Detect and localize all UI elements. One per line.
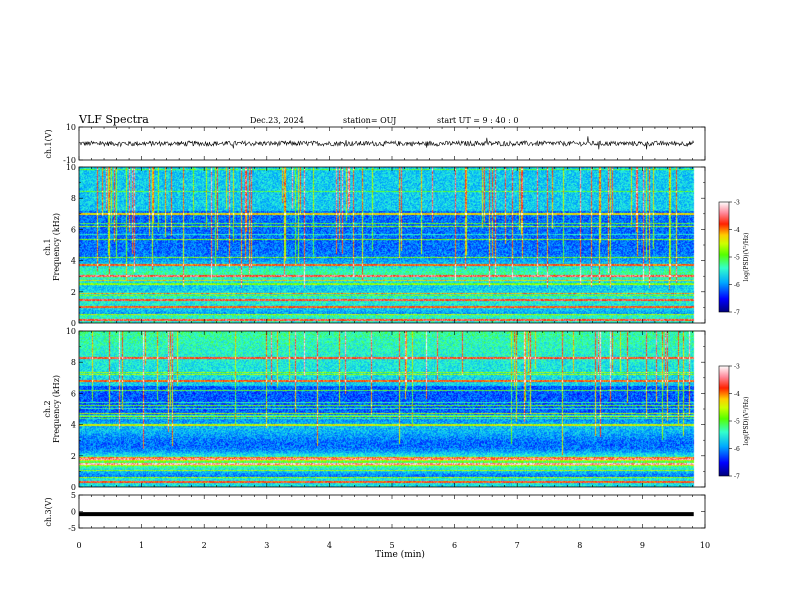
colorbar-tick-label: -5 [734, 255, 740, 262]
x-tick-label: 8 [577, 541, 582, 550]
y-tick-label: 6 [71, 225, 76, 234]
y-tick-label: 0 [71, 483, 76, 492]
ch1-voltage-label: ch.1(V) [44, 129, 53, 158]
ch1-trace [78, 136, 694, 150]
y-tick-label: 0 [71, 319, 76, 328]
y-tick-label: 2 [71, 288, 76, 297]
x-tick-label: 9 [640, 541, 645, 550]
ch2-frequency-label: Frequency (kHz) [52, 375, 61, 443]
colorbar-tick-label: -4 [734, 227, 740, 234]
y-tick-label: 8 [71, 194, 76, 203]
x-tick-label: 0 [76, 541, 81, 550]
x-tick-label: 6 [452, 541, 457, 550]
colorbar-tick-label: -7 [734, 310, 740, 317]
ch1-spectrogram-panel: 0 2 4 6 8 10 [66, 163, 706, 328]
ch2-colorbar: -3 -4 -5 -6 -7 log(PSD)(V²/Hz) [718, 364, 750, 481]
y-tick-label: 4 [71, 421, 76, 430]
colorbar-tick-label: -7 [734, 474, 740, 481]
ch2-channel-label: ch.2 [43, 400, 52, 417]
ch2-spectrogram-image [79, 331, 705, 487]
panel-frame [78, 126, 706, 161]
x-tick-label: 4 [327, 541, 332, 550]
colorbar-tick-label: -6 [734, 282, 740, 289]
y-tick-label: 5 [71, 491, 76, 500]
y-tick-label: -10 [63, 156, 76, 165]
x-tick-label: 1 [139, 541, 144, 550]
time-axis-label: Time (min) [375, 549, 425, 560]
ch3-voltage-label: ch.3(V) [44, 497, 53, 526]
colorbar-tick-label: -3 [734, 200, 740, 207]
ch1-frequency-label: Frequency (kHz) [52, 213, 61, 281]
x-tick-label: 7 [515, 541, 520, 550]
ch1-spectrogram-image [79, 167, 705, 323]
x-tick-label: 10 [700, 541, 710, 550]
y-tick-label: 10 [66, 327, 76, 336]
ch2-spectrogram-panel: 0 2 4 6 8 10 [66, 327, 706, 492]
y-tick-label: 8 [71, 358, 76, 367]
x-tick-label: 3 [264, 541, 269, 550]
y-tick-label: 4 [71, 257, 76, 266]
panel-frame [78, 494, 706, 529]
figure-title: VLF Spectra [78, 113, 149, 126]
ch1-colorbar: -3 -4 -5 -6 -7 log(PSD)(V²/Hz) [718, 200, 750, 317]
ch2-colorbar-label: log(PSD)(V²/Hz) [743, 397, 750, 446]
y-tick-label: -5 [68, 524, 76, 533]
y-tick-label: 10 [66, 123, 76, 132]
ch3-waveform-panel: 5 0 -5 [68, 491, 706, 533]
y-tick-label: 0 [71, 508, 76, 517]
y-tick-label: 10 [66, 163, 76, 172]
start-time-label: start UT = 9 : 40 : 0 [437, 116, 518, 125]
colorbar-tick-label: -3 [734, 364, 740, 371]
ch1-colorbar-label: log(PSD)(V²/Hz) [743, 233, 750, 282]
date-label: Dec.23, 2024 [250, 116, 304, 125]
station-label: station= OUJ [343, 116, 396, 125]
ch1-waveform-panel: 10 -10 [63, 123, 706, 165]
colorbar-tick-label: -5 [734, 419, 740, 426]
x-tick-label: 2 [202, 541, 207, 550]
colorbar-tick-label: -4 [734, 391, 740, 398]
time-axis: 0 1 2 3 4 5 6 7 8 9 10 [76, 541, 710, 550]
ch1-channel-label: ch.1 [43, 238, 52, 255]
y-tick-label: 6 [71, 389, 76, 398]
y-tick-label: 2 [71, 452, 76, 461]
colorbar-tick-label: -6 [734, 446, 740, 453]
x-tick-label: 5 [389, 541, 394, 550]
